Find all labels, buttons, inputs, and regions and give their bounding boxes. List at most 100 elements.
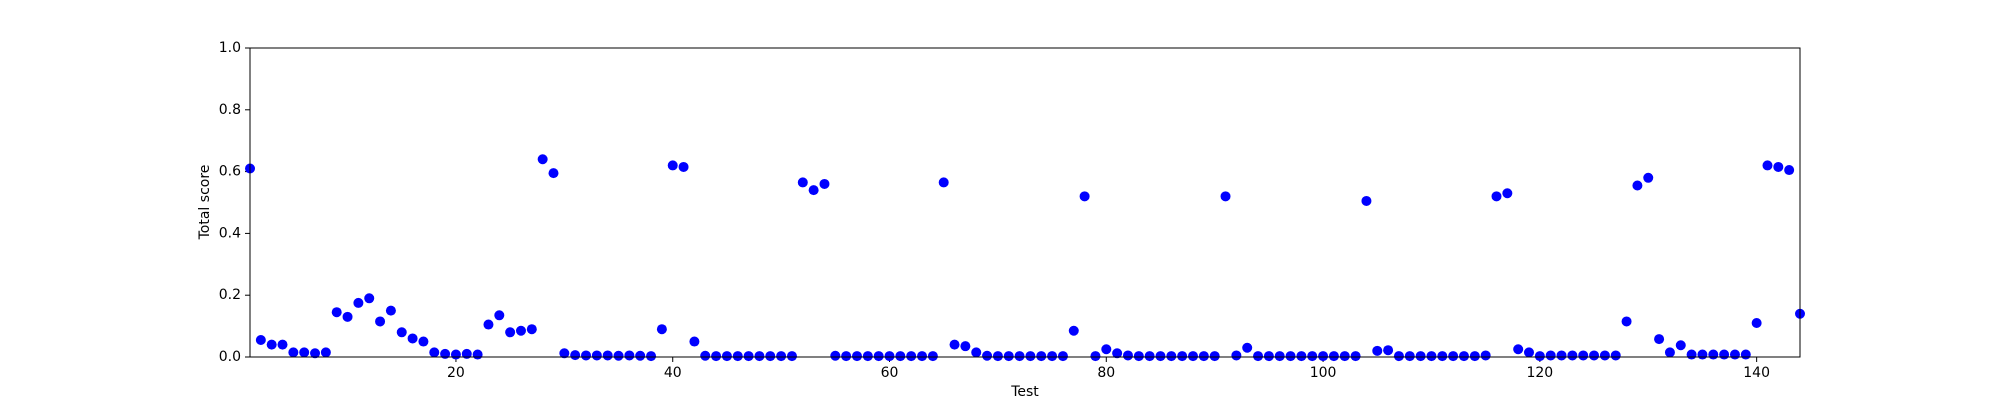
point — [537, 154, 548, 165]
point — [1263, 351, 1274, 362]
point — [266, 339, 277, 350]
point — [1697, 349, 1708, 360]
point — [982, 350, 993, 361]
point — [1383, 345, 1394, 356]
point — [1643, 172, 1654, 183]
point — [1632, 180, 1643, 191]
point — [1198, 351, 1209, 362]
point — [559, 348, 570, 359]
point — [1014, 351, 1025, 362]
point — [1307, 351, 1318, 362]
point — [1458, 351, 1469, 362]
point — [364, 293, 375, 304]
point — [1589, 350, 1600, 361]
y-tick-label: 0.6 — [219, 164, 241, 180]
point — [440, 348, 451, 359]
point — [1480, 350, 1491, 361]
point — [494, 310, 505, 321]
plot-frame — [249, 47, 1801, 358]
point — [299, 347, 310, 358]
point — [407, 333, 418, 344]
point — [1068, 325, 1079, 336]
point — [797, 177, 808, 188]
point — [635, 350, 646, 361]
point — [841, 351, 852, 362]
point — [1491, 191, 1502, 202]
point — [960, 341, 971, 352]
point — [1372, 345, 1383, 356]
point — [873, 351, 884, 362]
point — [1502, 188, 1513, 199]
point — [700, 350, 711, 361]
point — [1144, 351, 1155, 362]
point — [277, 339, 288, 350]
point — [1404, 351, 1415, 362]
y-tick-label: 0.8 — [219, 102, 241, 118]
point — [1296, 351, 1307, 362]
point — [721, 351, 732, 362]
point — [320, 347, 331, 358]
point — [938, 177, 949, 188]
point — [1654, 334, 1665, 345]
point — [1188, 351, 1199, 362]
point — [732, 351, 743, 362]
point — [1686, 349, 1697, 360]
x-tick-label: 80 — [1097, 365, 1115, 381]
point — [1773, 161, 1784, 172]
y-axis-label: Total score — [197, 165, 213, 241]
point — [656, 324, 667, 335]
point — [450, 349, 461, 360]
point — [776, 351, 787, 362]
point — [1610, 350, 1621, 361]
point — [1155, 351, 1166, 362]
point — [1664, 347, 1675, 358]
point — [895, 351, 906, 362]
point — [353, 297, 364, 308]
point — [808, 185, 819, 196]
point — [418, 336, 429, 347]
point — [1079, 191, 1090, 202]
point — [1751, 318, 1762, 329]
point — [310, 348, 321, 359]
point — [1740, 349, 1751, 360]
point — [396, 327, 407, 338]
point — [1513, 344, 1524, 355]
point — [515, 325, 526, 336]
point — [255, 335, 266, 346]
point — [548, 168, 559, 179]
point — [1415, 351, 1426, 362]
y-tick-label: 0.2 — [219, 287, 241, 303]
point — [1762, 160, 1773, 171]
point — [851, 351, 862, 362]
x-tick-label: 120 — [1526, 365, 1553, 381]
point — [1621, 316, 1632, 327]
point — [1166, 351, 1177, 362]
point — [765, 351, 776, 362]
point — [505, 327, 516, 338]
point — [1784, 165, 1795, 176]
point — [1090, 351, 1101, 362]
point — [1242, 342, 1253, 353]
x-tick-label: 40 — [664, 365, 682, 381]
point — [1599, 350, 1610, 361]
point — [1567, 350, 1578, 361]
point — [1719, 349, 1730, 360]
point — [743, 351, 754, 362]
point — [1057, 351, 1068, 362]
point — [1556, 350, 1567, 361]
point — [1047, 351, 1058, 362]
point — [786, 351, 797, 362]
point — [971, 347, 982, 358]
point — [1361, 195, 1372, 206]
point — [570, 350, 581, 361]
point — [613, 350, 624, 361]
y-tick-label: 1.0 — [219, 40, 241, 56]
point — [1339, 351, 1350, 362]
point — [689, 336, 700, 347]
point — [992, 351, 1003, 362]
y-tick-label: 0.4 — [219, 225, 241, 241]
point — [1469, 351, 1480, 362]
point — [1318, 351, 1329, 362]
point — [1231, 350, 1242, 361]
